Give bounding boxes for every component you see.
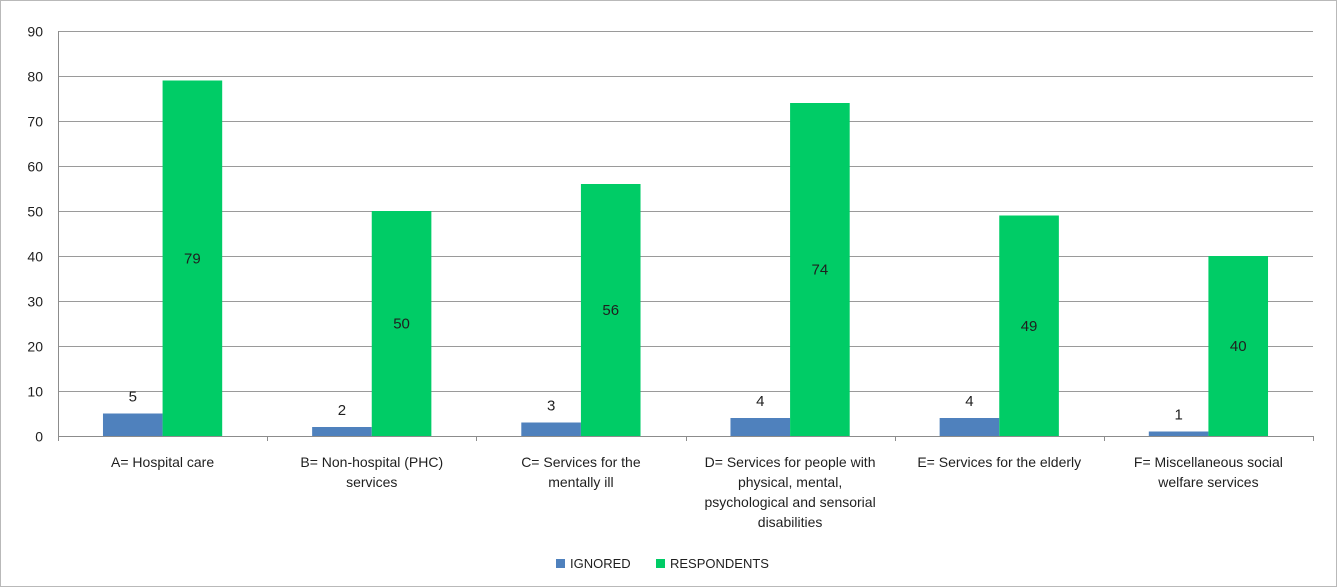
y-tick-label: 60 [27, 159, 43, 175]
x-category-label: physical, mental, [738, 474, 842, 490]
y-tick-label: 20 [27, 339, 43, 355]
data-label: 4 [965, 393, 973, 410]
legend-label: RESPONDENTS [670, 556, 769, 571]
legend: IGNORED RESPONDENTS [556, 556, 769, 571]
bar-respondents [999, 215, 1059, 436]
data-label: 2 [338, 402, 346, 419]
x-category-label: C= Services for the [521, 454, 641, 470]
data-label: 40 [1230, 338, 1247, 355]
x-category-label: services [346, 474, 397, 490]
data-label: 49 [1021, 318, 1038, 335]
bars [102, 80, 1269, 436]
x-category-label: disabilities [758, 514, 823, 530]
bar-ignored [102, 413, 163, 436]
y-axis-ticks: 0 10 20 30 40 50 60 70 80 90 [27, 24, 43, 445]
x-category-label: psychological and sensorial [704, 494, 875, 510]
y-tick-label: 0 [35, 429, 43, 445]
bar-respondents [1208, 256, 1269, 436]
y-tick-label: 70 [27, 114, 43, 130]
data-label: 1 [1174, 407, 1182, 424]
x-category-label: F= Miscellaneous social [1134, 454, 1283, 470]
x-category-label: welfare services [1157, 474, 1258, 490]
bar-ignored [730, 418, 791, 436]
y-tick-label: 10 [27, 384, 43, 400]
y-tick-label: 80 [27, 69, 43, 85]
bar-respondents [371, 211, 432, 436]
y-tick-label: 40 [27, 249, 43, 265]
legend-label: IGNORED [570, 556, 631, 571]
legend-swatch [656, 559, 665, 568]
x-category-label: B= Non-hospital (PHC) [300, 454, 443, 470]
data-label: 79 [184, 250, 201, 267]
data-labels: 5 79 2 50 3 56 4 74 4 49 1 40 [129, 250, 1247, 423]
y-tick-label: 30 [27, 294, 43, 310]
data-label: 3 [547, 398, 555, 415]
bar-ignored [521, 422, 581, 436]
bar-ignored [312, 427, 372, 436]
x-category-label: mentally ill [548, 474, 613, 490]
bar-respondents [790, 103, 850, 436]
data-label: 4 [756, 393, 764, 410]
x-category-label: D= Services for people with [705, 454, 876, 470]
bar-respondents [162, 80, 223, 436]
legend-swatch [556, 559, 565, 568]
data-label: 56 [602, 302, 619, 319]
bar-ignored [939, 418, 1000, 436]
axes [58, 31, 1314, 441]
data-label: 50 [393, 316, 410, 333]
data-label: 74 [812, 262, 829, 279]
x-category-label: E= Services for the elderly [917, 454, 1081, 470]
x-category-label: A= Hospital care [111, 454, 214, 470]
y-tick-label: 50 [27, 204, 43, 220]
category-labels: A= Hospital care B= Non-hospital (PHC) ser… [111, 454, 1283, 530]
gridlines [58, 31, 1313, 392]
data-label: 5 [129, 389, 137, 406]
y-tick-label: 90 [27, 24, 43, 40]
bar-ignored [1148, 431, 1209, 436]
bar-respondents [580, 184, 641, 436]
